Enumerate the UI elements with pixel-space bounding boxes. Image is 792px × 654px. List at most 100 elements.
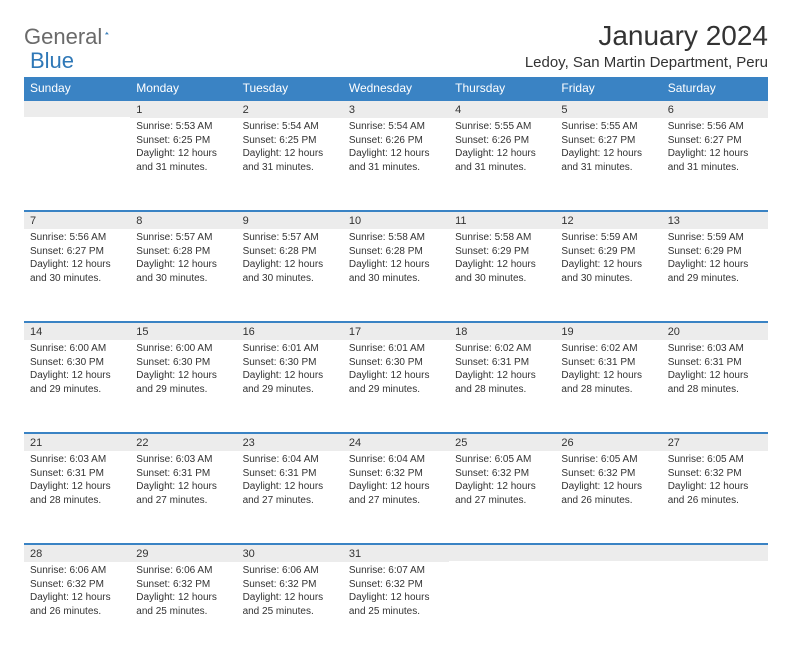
logo-text-gray: General [24,24,102,50]
day-content-cell: Sunrise: 5:58 AMSunset: 6:28 PMDaylight:… [343,229,449,321]
daylight-text-1: Daylight: 12 hours [243,258,337,272]
sunset-text: Sunset: 6:30 PM [136,356,230,370]
weekday-header: Saturday [662,77,768,99]
daylight-text-1: Daylight: 12 hours [455,369,549,383]
logo: General [24,24,129,50]
sunrise-text: Sunrise: 6:05 AM [668,453,762,467]
sunset-text: Sunset: 6:31 PM [243,467,337,481]
day-details: Sunrise: 6:07 AMSunset: 6:32 PMDaylight:… [343,562,449,624]
daylight-text-2: and 30 minutes. [455,272,549,286]
weekday-header: Friday [555,77,661,99]
day-number-cell: 2 [237,99,343,118]
day-number: 22 [130,432,236,451]
sunrise-text: Sunrise: 6:02 AM [455,342,549,356]
daylight-text-1: Daylight: 12 hours [668,258,762,272]
sunset-text: Sunset: 6:32 PM [668,467,762,481]
day-content-cell: Sunrise: 5:56 AMSunset: 6:27 PMDaylight:… [662,118,768,210]
sunrise-text: Sunrise: 6:00 AM [136,342,230,356]
day-number: 2 [237,99,343,118]
sunset-text: Sunset: 6:26 PM [455,134,549,148]
sunrise-text: Sunrise: 5:56 AM [668,120,762,134]
sunrise-text: Sunrise: 6:04 AM [243,453,337,467]
weekday-header: Tuesday [237,77,343,99]
day-content-cell [555,562,661,654]
day-details: Sunrise: 5:54 AMSunset: 6:26 PMDaylight:… [343,118,449,180]
daylight-text-2: and 31 minutes. [349,161,443,175]
day-number-cell: 4 [449,99,555,118]
day-number-cell: 23 [237,432,343,451]
day-details: Sunrise: 5:55 AMSunset: 6:27 PMDaylight:… [555,118,661,180]
empty-day-number [449,543,555,561]
week-daynum-row: 21222324252627 [24,432,768,451]
day-content-cell [449,562,555,654]
day-number-cell [24,99,130,118]
day-number: 6 [662,99,768,118]
day-details: Sunrise: 6:06 AMSunset: 6:32 PMDaylight:… [237,562,343,624]
sunrise-text: Sunrise: 5:56 AM [30,231,124,245]
daylight-text-2: and 31 minutes. [668,161,762,175]
day-content-cell: Sunrise: 6:03 AMSunset: 6:31 PMDaylight:… [24,451,130,543]
daylight-text-2: and 27 minutes. [243,494,337,508]
daylight-text-1: Daylight: 12 hours [243,369,337,383]
daylight-text-2: and 26 minutes. [561,494,655,508]
daylight-text-1: Daylight: 12 hours [243,591,337,605]
daylight-text-1: Daylight: 12 hours [136,591,230,605]
sunrise-text: Sunrise: 5:59 AM [561,231,655,245]
sunrise-text: Sunrise: 6:03 AM [668,342,762,356]
day-content-cell: Sunrise: 6:01 AMSunset: 6:30 PMDaylight:… [237,340,343,432]
day-number-cell: 13 [662,210,768,229]
sunset-text: Sunset: 6:31 PM [136,467,230,481]
week-daynum-row: 14151617181920 [24,321,768,340]
day-content-cell: Sunrise: 5:55 AMSunset: 6:27 PMDaylight:… [555,118,661,210]
sunrise-text: Sunrise: 6:01 AM [349,342,443,356]
day-number-cell: 8 [130,210,236,229]
day-number-cell: 22 [130,432,236,451]
calendar-table: Sunday Monday Tuesday Wednesday Thursday… [24,77,768,654]
day-content-cell [24,118,130,210]
day-number: 25 [449,432,555,451]
day-number-cell: 21 [24,432,130,451]
day-details: Sunrise: 6:01 AMSunset: 6:30 PMDaylight:… [237,340,343,402]
day-content-cell: Sunrise: 6:05 AMSunset: 6:32 PMDaylight:… [449,451,555,543]
day-content-cell: Sunrise: 6:00 AMSunset: 6:30 PMDaylight:… [130,340,236,432]
day-number: 27 [662,432,768,451]
daylight-text-1: Daylight: 12 hours [349,147,443,161]
sunset-text: Sunset: 6:32 PM [243,578,337,592]
day-number: 24 [343,432,449,451]
day-details: Sunrise: 5:57 AMSunset: 6:28 PMDaylight:… [130,229,236,291]
day-content-cell: Sunrise: 6:06 AMSunset: 6:32 PMDaylight:… [130,562,236,654]
sunrise-text: Sunrise: 6:04 AM [349,453,443,467]
day-number: 12 [555,210,661,229]
day-number: 11 [449,210,555,229]
day-number: 31 [343,543,449,562]
sunrise-text: Sunrise: 6:07 AM [349,564,443,578]
day-number: 1 [130,99,236,118]
daylight-text-1: Daylight: 12 hours [243,480,337,494]
day-number: 5 [555,99,661,118]
empty-day-number [555,543,661,561]
day-number: 23 [237,432,343,451]
sunset-text: Sunset: 6:28 PM [136,245,230,259]
day-number-cell: 24 [343,432,449,451]
day-number: 14 [24,321,130,340]
sunrise-text: Sunrise: 5:55 AM [561,120,655,134]
sunset-text: Sunset: 6:32 PM [30,578,124,592]
daylight-text-2: and 29 minutes. [349,383,443,397]
daylight-text-2: and 30 minutes. [30,272,124,286]
day-details: Sunrise: 6:02 AMSunset: 6:31 PMDaylight:… [555,340,661,402]
week-daynum-row: 28293031 [24,543,768,562]
day-number: 13 [662,210,768,229]
daylight-text-2: and 25 minutes. [243,605,337,619]
day-details: Sunrise: 5:56 AMSunset: 6:27 PMDaylight:… [24,229,130,291]
sunset-text: Sunset: 6:32 PM [455,467,549,481]
day-content-cell: Sunrise: 6:05 AMSunset: 6:32 PMDaylight:… [555,451,661,543]
sunset-text: Sunset: 6:30 PM [243,356,337,370]
daylight-text-1: Daylight: 12 hours [561,480,655,494]
daylight-text-1: Daylight: 12 hours [561,258,655,272]
day-number: 30 [237,543,343,562]
sunrise-text: Sunrise: 5:54 AM [243,120,337,134]
week-content-row: Sunrise: 6:03 AMSunset: 6:31 PMDaylight:… [24,451,768,543]
day-details: Sunrise: 6:02 AMSunset: 6:31 PMDaylight:… [449,340,555,402]
daylight-text-2: and 30 minutes. [561,272,655,286]
sunset-text: Sunset: 6:27 PM [30,245,124,259]
